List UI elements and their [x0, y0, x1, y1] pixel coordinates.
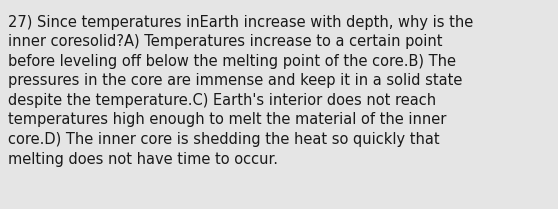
Text: 27) Since temperatures inEarth increase with depth, why is the
inner coresolid?A: 27) Since temperatures inEarth increase …	[8, 15, 474, 167]
